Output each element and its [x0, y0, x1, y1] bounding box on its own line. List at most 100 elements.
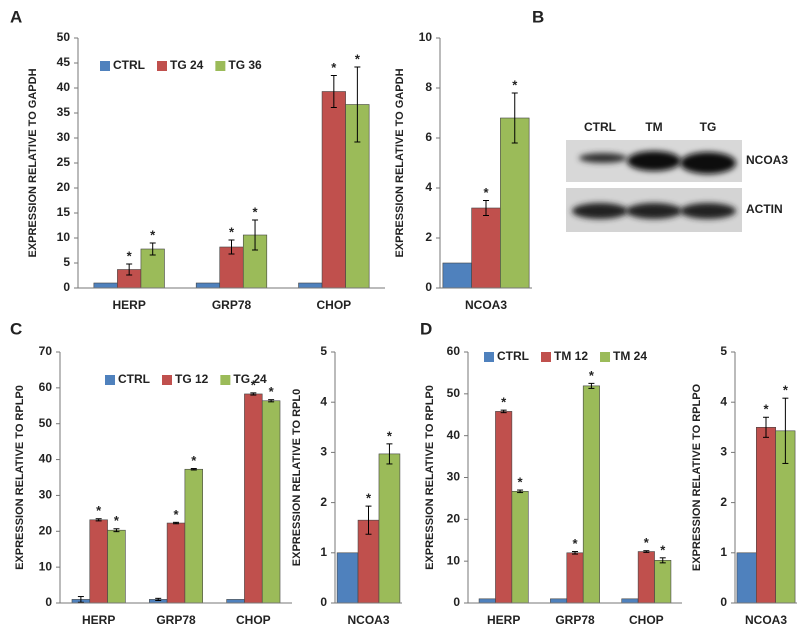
significance-mark: *	[366, 491, 372, 506]
y-tick-label: 40	[57, 80, 71, 94]
y-axis-title: EXPRESSION RELATIVE TO RPLPO	[691, 383, 703, 571]
band	[579, 153, 627, 163]
significance-mark: *	[387, 428, 393, 443]
error-bar	[149, 242, 156, 256]
bar	[511, 491, 529, 604]
y-tick-label: 20	[447, 512, 461, 526]
y-tick-label: 50	[39, 416, 53, 430]
significance-mark: *	[660, 542, 666, 557]
error-bar	[643, 550, 650, 553]
y-tick-label: 20	[57, 180, 71, 194]
bar	[582, 385, 600, 604]
legend-swatch	[484, 352, 494, 362]
bar	[550, 598, 568, 604]
y-tick-label: 4	[425, 180, 432, 194]
error-bar	[511, 92, 518, 144]
x-tick-label: HERP	[82, 613, 115, 627]
error-bar	[126, 263, 133, 276]
significance-mark: *	[644, 535, 650, 550]
significance-mark: *	[269, 384, 275, 399]
legend-swatch	[541, 352, 551, 362]
legend-swatch	[215, 61, 226, 71]
bar	[321, 91, 346, 289]
bar	[736, 552, 757, 604]
y-tick-label: 10	[57, 230, 71, 244]
significance-mark: *	[96, 503, 102, 518]
bar	[566, 552, 584, 604]
significance-mark: *	[589, 368, 595, 383]
bar	[107, 529, 126, 604]
bar	[756, 426, 776, 604]
significance-mark: *	[783, 383, 789, 398]
error-bar	[190, 468, 197, 471]
x-tick-label: GRP78	[212, 298, 252, 312]
error-bar	[659, 557, 666, 564]
bar	[478, 598, 496, 604]
significance-mark: *	[114, 513, 120, 528]
y-tick-label: 50	[57, 30, 71, 44]
bar	[195, 282, 221, 289]
legend-label: TG 24	[170, 58, 204, 72]
significance-mark: *	[251, 377, 257, 392]
significance-mark: *	[127, 248, 133, 263]
error-bar	[268, 399, 275, 403]
error-bar	[252, 219, 259, 251]
band	[627, 151, 681, 171]
y-tick-label: 10	[419, 30, 433, 44]
y-tick-label: 35	[57, 105, 71, 119]
bar	[621, 598, 639, 604]
legend-swatch	[100, 61, 110, 71]
bar	[89, 519, 108, 604]
panel-label: D	[420, 319, 432, 338]
error-bar	[330, 75, 337, 108]
band	[680, 152, 736, 174]
legend-swatch	[600, 352, 611, 362]
significance-mark: *	[572, 536, 578, 551]
error-bar	[113, 528, 120, 533]
panel-label: A	[10, 7, 22, 26]
bar	[244, 393, 263, 604]
bar	[336, 552, 359, 604]
y-tick-label: 1	[720, 545, 727, 559]
lane-label: TG	[700, 120, 717, 134]
y-tick-label: 50	[447, 386, 461, 400]
significance-mark: *	[173, 507, 179, 522]
legend-swatch	[162, 375, 172, 385]
y-tick-label: 25	[57, 155, 71, 169]
error-bar	[173, 521, 179, 525]
significance-mark: *	[253, 204, 259, 219]
bar	[654, 560, 672, 604]
legend-label: TM 24	[613, 349, 647, 363]
error-bar	[354, 66, 361, 143]
y-axis-title: EXPRESSION RELATIVE TO GAPDH	[394, 68, 406, 257]
lane-label: CTRL	[584, 120, 616, 134]
y-tick-label: 60	[447, 344, 461, 358]
legend-swatch	[220, 375, 231, 385]
y-tick-label: 0	[453, 595, 460, 609]
y-tick-label: 15	[57, 205, 71, 219]
error-bar	[483, 200, 489, 216]
y-tick-label: 20	[39, 523, 53, 537]
y-tick-label: 2	[720, 495, 727, 509]
error-bar	[500, 409, 507, 414]
significance-mark: *	[518, 474, 524, 489]
significance-mark: *	[191, 453, 197, 468]
error-bar	[95, 518, 102, 522]
x-tick-label: HERP	[112, 298, 145, 312]
bar	[298, 282, 323, 289]
row-label: ACTIN	[746, 202, 783, 216]
y-tick-label: 0	[720, 595, 727, 609]
bar	[261, 400, 281, 604]
y-tick-label: 10	[39, 559, 53, 573]
band	[680, 203, 736, 219]
x-tick-label: CHOP	[316, 298, 351, 312]
y-tick-label: 8	[425, 80, 432, 94]
bar	[378, 453, 401, 604]
significance-mark: *	[331, 60, 337, 75]
y-tick-label: 30	[57, 130, 71, 144]
y-tick-label: 40	[39, 452, 53, 466]
y-tick-label: 40	[447, 428, 461, 442]
significance-mark: *	[483, 185, 489, 200]
error-bar	[228, 239, 235, 255]
